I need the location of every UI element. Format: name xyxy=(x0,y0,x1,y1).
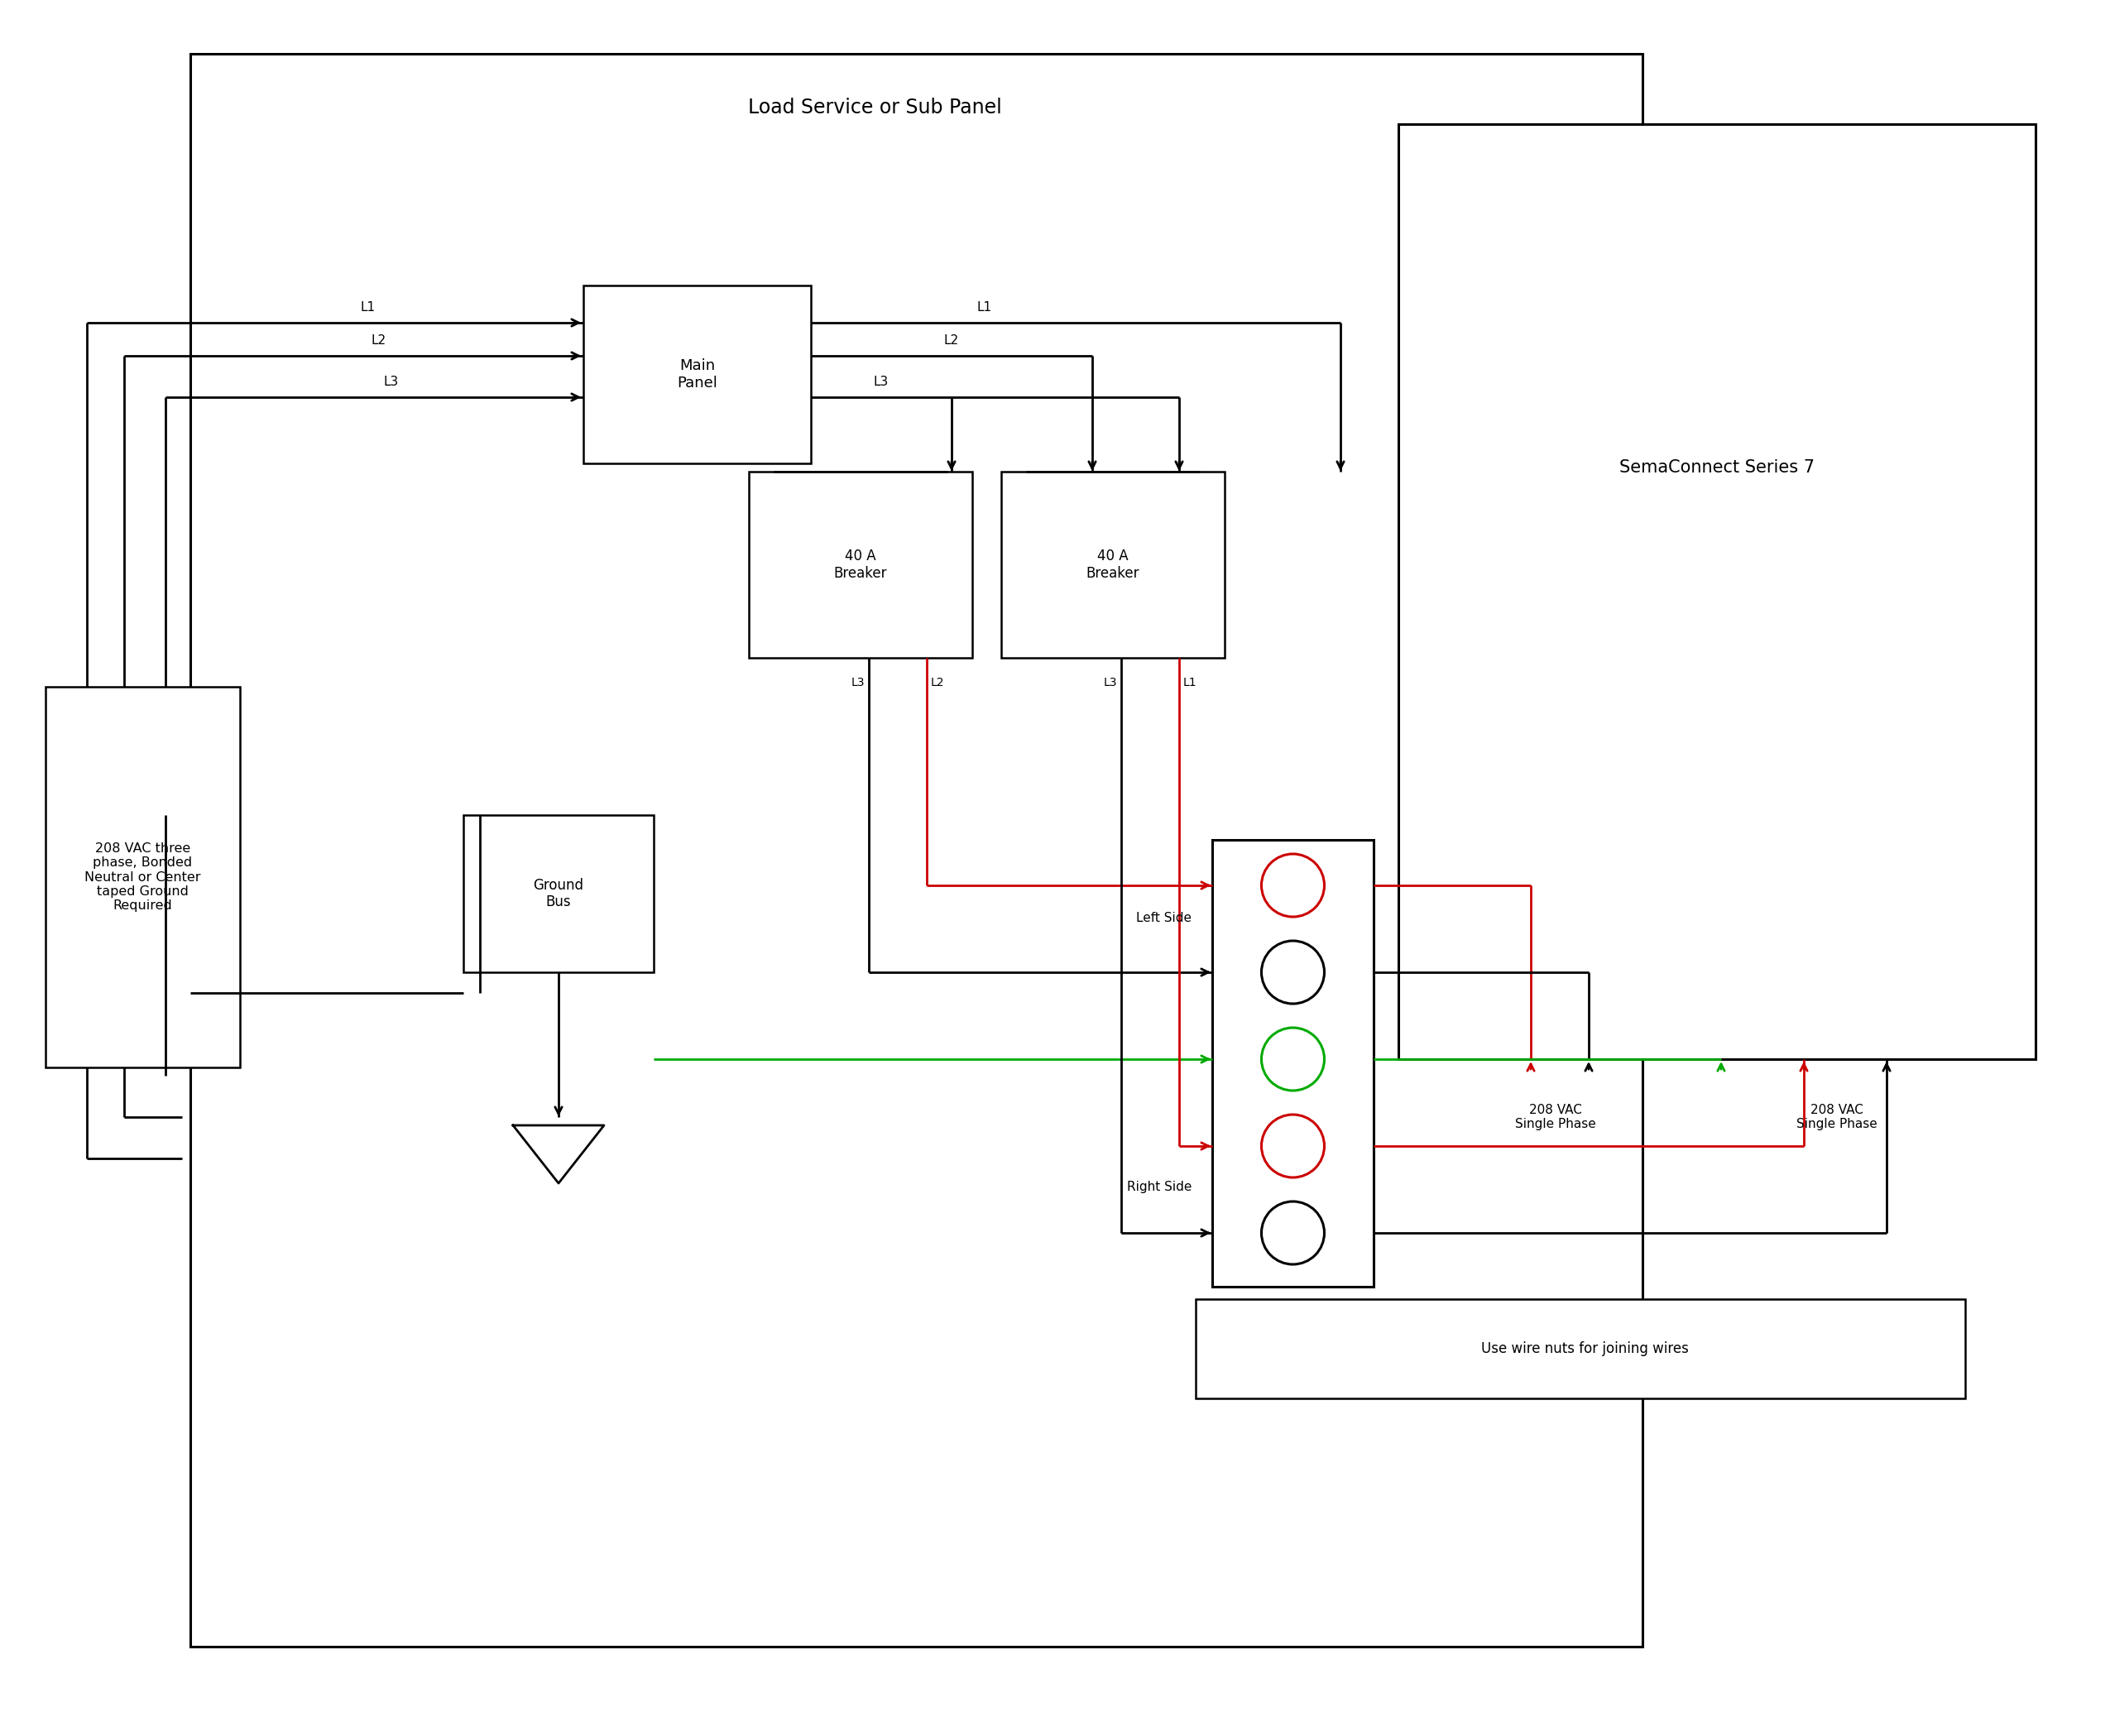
Circle shape xyxy=(1262,854,1325,917)
Text: Main
Panel: Main Panel xyxy=(677,358,717,391)
Bar xyxy=(46,687,241,1068)
Text: 40 A
Breaker: 40 A Breaker xyxy=(833,549,886,582)
Text: L2: L2 xyxy=(371,335,386,347)
Text: 208 VAC three
phase, Bonded
Neutral or Center
taped Ground
Required: 208 VAC three phase, Bonded Neutral or C… xyxy=(84,842,200,911)
Text: Right Side: Right Side xyxy=(1127,1180,1192,1194)
Text: Ground
Bus: Ground Bus xyxy=(534,878,584,910)
Circle shape xyxy=(1262,1028,1325,1090)
Text: L2: L2 xyxy=(931,677,945,689)
Text: L3: L3 xyxy=(874,377,888,389)
Bar xyxy=(1002,472,1224,658)
Bar xyxy=(1399,123,2036,1059)
Bar xyxy=(1213,840,1374,1286)
Text: 208 VAC
Single Phase: 208 VAC Single Phase xyxy=(1515,1104,1595,1130)
Text: 208 VAC
Single Phase: 208 VAC Single Phase xyxy=(1796,1104,1878,1130)
Circle shape xyxy=(1262,1115,1325,1177)
Bar xyxy=(464,814,654,972)
Text: Load Service or Sub Panel: Load Service or Sub Panel xyxy=(749,97,1002,118)
Text: L1: L1 xyxy=(361,302,376,314)
Text: L3: L3 xyxy=(1104,677,1116,689)
Text: L3: L3 xyxy=(850,677,865,689)
Text: 40 A
Breaker: 40 A Breaker xyxy=(1087,549,1139,582)
Bar xyxy=(190,54,1642,1647)
Bar xyxy=(582,285,810,464)
Text: Left Side: Left Side xyxy=(1135,913,1192,925)
Bar xyxy=(749,472,973,658)
Text: Use wire nuts for joining wires: Use wire nuts for joining wires xyxy=(1481,1342,1688,1356)
Circle shape xyxy=(1262,1201,1325,1264)
Bar xyxy=(1196,1299,1964,1399)
Text: L1: L1 xyxy=(1184,677,1196,689)
Text: L2: L2 xyxy=(943,335,960,347)
Text: L3: L3 xyxy=(384,377,399,389)
Text: SemaConnect Series 7: SemaConnect Series 7 xyxy=(1618,460,1815,476)
Text: L1: L1 xyxy=(977,302,992,314)
Circle shape xyxy=(1262,941,1325,1003)
